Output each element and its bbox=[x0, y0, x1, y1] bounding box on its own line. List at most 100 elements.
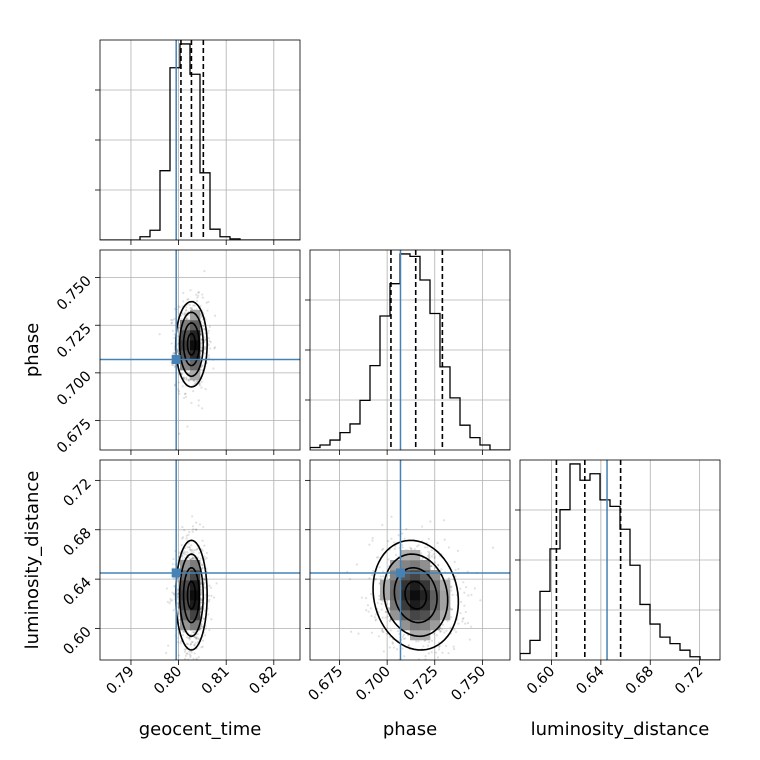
scatter-point bbox=[370, 593, 373, 596]
pair-panel-phase-vs-luminosity_distance: 0.675 0.700 0.725 0.750 bbox=[305, 459, 511, 705]
scatter-point bbox=[203, 578, 206, 581]
scatter-point bbox=[190, 306, 193, 310]
y-tick-label-phase: 0.675 bbox=[54, 416, 95, 457]
scatter-point bbox=[165, 651, 168, 655]
scatter-point bbox=[439, 668, 441, 670]
scatter-point bbox=[182, 376, 185, 379]
scatter-point bbox=[172, 353, 175, 356]
scatter-point bbox=[201, 539, 204, 542]
scatter-point bbox=[177, 605, 180, 608]
density-cell bbox=[180, 360, 191, 371]
scatter-point bbox=[200, 601, 203, 604]
scatter-point bbox=[171, 319, 174, 322]
scatter-point bbox=[189, 289, 192, 292]
scatter-point bbox=[182, 313, 185, 316]
scatter-point bbox=[382, 650, 385, 653]
scatter-point bbox=[207, 300, 210, 304]
scatter-point bbox=[190, 549, 193, 553]
x-tick-label-geocent_time: 0.82 bbox=[246, 664, 280, 698]
scatter-point bbox=[375, 578, 378, 581]
scatter-point bbox=[207, 337, 211, 340]
scatter-point bbox=[201, 625, 204, 629]
scatter-point bbox=[470, 593, 473, 596]
scatter-point bbox=[196, 296, 199, 299]
scatter-point bbox=[207, 354, 210, 357]
y-axis-label-luminosity_distance: luminosity_distance bbox=[22, 471, 43, 650]
scatter-point bbox=[212, 367, 215, 370]
x-tick-label-phase: 0.675 bbox=[306, 664, 347, 705]
scatter-point bbox=[188, 636, 191, 639]
scatter-point bbox=[190, 641, 193, 644]
scatter-point bbox=[391, 642, 395, 645]
scatter-point bbox=[459, 612, 462, 615]
histogram-step-geocent_time bbox=[100, 43, 300, 240]
scatter-point bbox=[212, 596, 216, 599]
scatter-point bbox=[181, 537, 184, 540]
scatter-point bbox=[196, 632, 199, 636]
scatter-point bbox=[203, 602, 206, 605]
scatter-point bbox=[470, 625, 473, 628]
scatter-point bbox=[198, 382, 201, 385]
scatter-point bbox=[374, 613, 377, 616]
scatter-point bbox=[197, 290, 200, 294]
scatter-point bbox=[182, 300, 185, 303]
scatter-point bbox=[203, 327, 206, 330]
scatter-point bbox=[203, 352, 207, 355]
scatter-point bbox=[172, 592, 175, 595]
scatter-point bbox=[173, 336, 176, 340]
scatter-point bbox=[189, 307, 192, 310]
scatter-point bbox=[188, 303, 191, 306]
contour-level-1 bbox=[182, 566, 201, 624]
x-tick-label-luminosity_distance: 0.60 bbox=[524, 664, 558, 698]
scatter-point bbox=[364, 597, 368, 600]
density-cell bbox=[180, 580, 191, 591]
scatter-point bbox=[456, 549, 460, 552]
x-tick-label-geocent_time: 0.79 bbox=[104, 664, 138, 698]
scatter-point bbox=[459, 587, 462, 590]
scatter-point bbox=[381, 523, 384, 527]
scatter-point bbox=[172, 609, 175, 612]
scatter-point bbox=[179, 642, 182, 645]
scatter-point bbox=[176, 388, 179, 391]
scatter-point bbox=[178, 306, 181, 309]
scatter-point bbox=[188, 650, 191, 653]
scatter-point bbox=[187, 556, 190, 559]
scatter-point bbox=[401, 532, 404, 535]
x-tick-label-phase: 0.750 bbox=[449, 664, 490, 705]
scatter-point bbox=[184, 648, 187, 651]
density-cell bbox=[190, 620, 201, 631]
scatter-point bbox=[183, 553, 186, 556]
density-cell bbox=[180, 610, 191, 621]
scatter-point bbox=[432, 553, 435, 556]
scatter-point bbox=[182, 377, 185, 380]
pair-content-geocent_time-luminosity_distance bbox=[100, 460, 300, 660]
scatter-point bbox=[195, 635, 198, 639]
scatter-point bbox=[158, 333, 161, 336]
scatter-point bbox=[201, 645, 204, 648]
scatter-point bbox=[461, 620, 464, 623]
density-cell bbox=[190, 560, 201, 571]
scatter-point bbox=[189, 656, 192, 659]
histogram-phase bbox=[310, 250, 510, 450]
scatter-point bbox=[191, 640, 194, 644]
scatter-point bbox=[427, 537, 430, 541]
scatter-point bbox=[461, 617, 464, 621]
scatter-point bbox=[195, 299, 199, 303]
scatter-point bbox=[199, 350, 203, 353]
scatter-point bbox=[181, 558, 184, 561]
scatter-point bbox=[187, 379, 190, 382]
scatter-point bbox=[454, 630, 458, 634]
x-tick-label-phase: 0.725 bbox=[401, 664, 442, 705]
scatter-point bbox=[194, 636, 198, 640]
scatter-point bbox=[441, 651, 444, 654]
scatter-point bbox=[193, 304, 196, 307]
scatter-point bbox=[176, 592, 179, 595]
scatter-point bbox=[187, 533, 190, 536]
scatter-point bbox=[445, 644, 448, 648]
scatter-point bbox=[190, 544, 193, 547]
scatter-point bbox=[185, 317, 188, 321]
scatter-point bbox=[177, 335, 180, 338]
scatter-point bbox=[189, 654, 192, 657]
scatter-point bbox=[176, 596, 180, 599]
